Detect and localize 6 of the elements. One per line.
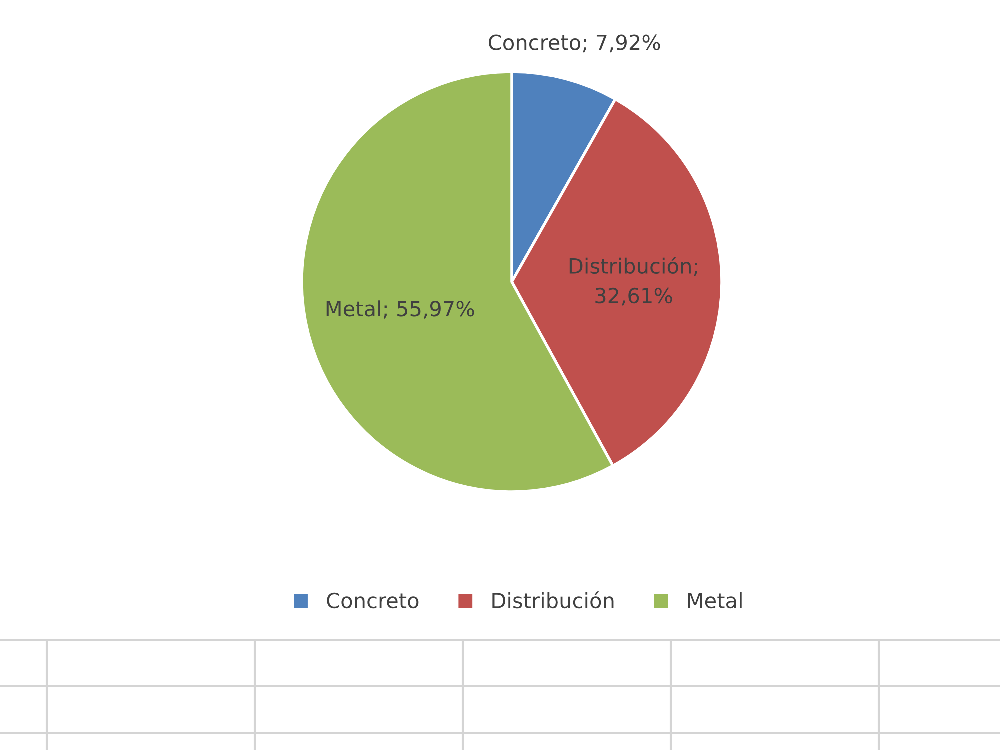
legend-label: Concreto xyxy=(327,592,419,609)
legend-label: Distribución xyxy=(492,592,614,609)
data-label: Metal; 55,97% xyxy=(326,300,474,319)
data-label: Concreto; 7,92% xyxy=(489,34,660,53)
legend-label: Metal xyxy=(688,592,742,609)
data-label: Distribución; 32,61% xyxy=(570,257,698,306)
